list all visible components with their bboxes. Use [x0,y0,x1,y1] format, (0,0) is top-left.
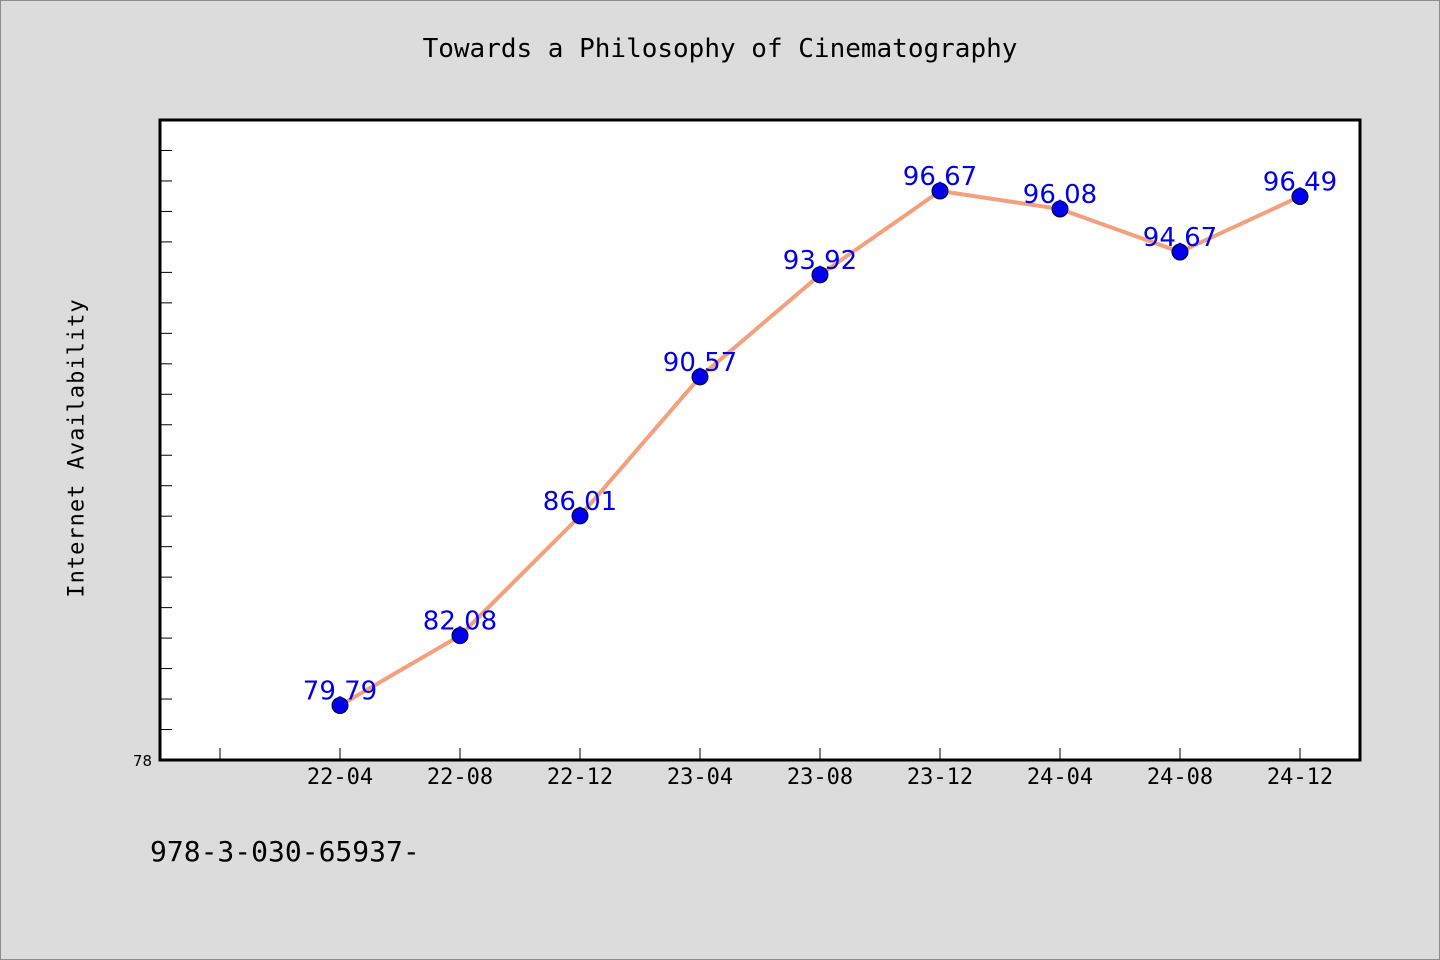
data-label: 93.92 [783,246,857,276]
data-labels-group: 79.79 82.08 86.01 90.57 93.92 96.67 96.08 94.67… [303,162,1337,706]
data-point [811,266,829,284]
data-label: 86.01 [543,487,617,517]
data-point [451,627,469,645]
data-label: 82.08 [423,607,497,637]
y-axis-ticks: 78 [133,149,172,770]
x-tick-label: 24-08 [1147,765,1213,790]
plot-area [158,118,1362,762]
data-label: 96.67 [903,162,977,192]
data-label: 94.67 [1143,223,1217,253]
chart-title: Towards a Philosophy of Cinematography [422,34,1018,64]
data-label: 90.57 [663,348,737,378]
data-label: 79.79 [303,676,377,706]
data-label: 96.08 [1023,180,1097,210]
data-point [1171,243,1189,261]
x-tick-label: 24-04 [1027,765,1093,790]
data-label: 96.49 [1263,167,1337,197]
data-point [1291,187,1309,205]
x-tick-label: 22-04 [307,765,373,790]
x-tick-label: 22-08 [427,765,493,790]
data-point [1051,200,1069,218]
x-tick-label: 23-12 [907,765,973,790]
footer-text: 978-3-030-65937- [150,835,420,868]
x-tick-label: 23-04 [667,765,733,790]
series-markers-group [331,182,1309,714]
data-point [331,696,349,714]
x-tick-label: 22-12 [547,765,613,790]
y-tick-label: 78 [133,752,152,770]
x-axis-ticks: 22-04 22-08 22-12 23-04 23-08 23-12 24-04 24-08… [219,748,1333,790]
data-point [571,507,589,525]
x-tick-label: 24-12 [1267,765,1333,790]
x-tick-label: 23-08 [787,765,853,790]
data-point [931,182,949,200]
data-point [691,368,709,386]
